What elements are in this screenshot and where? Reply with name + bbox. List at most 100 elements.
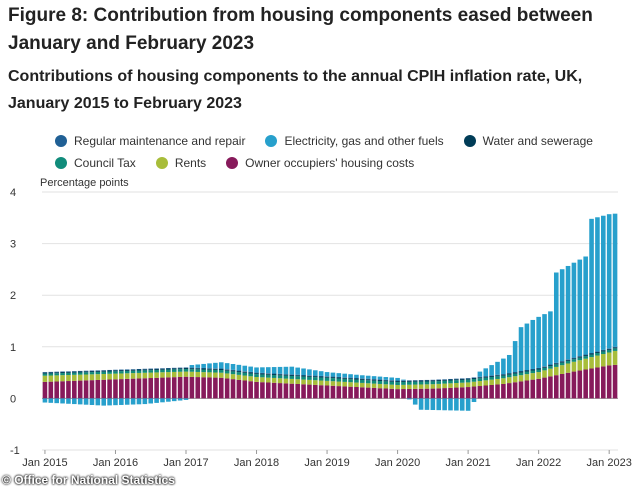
bar-segment [171,398,177,402]
bar-segment [489,384,494,399]
bar-segment [83,370,89,372]
legend-label: Rents [174,156,207,170]
bar-segment [154,369,159,373]
x-tick-label: Jan 2017 [163,457,208,469]
bar-segment [518,327,524,372]
legend-label: Regular maintenance and repair [74,134,246,148]
bar-segment [571,359,577,362]
bar-segment [207,368,212,369]
bar-segment [289,378,295,384]
bar-segment [465,398,471,411]
bar-segment [601,215,606,350]
bar-segment [166,369,171,373]
bar-segment [95,371,101,375]
bar-segment [277,366,283,374]
legend-item-electricity-gas[interactable]: Electricity, gas and other fuels [265,130,444,152]
bar-segment [207,368,212,370]
y-tick-label: 3 [10,239,16,251]
bar-segment [595,352,600,356]
x-tick-label: Jan 2018 [234,457,279,469]
y-tick-label: 2 [10,290,16,302]
bar-segment [183,367,189,369]
bar-segment [407,380,412,382]
bar-segment [583,256,588,355]
legend-item-regular-maintenance[interactable]: Regular maintenance and repair [55,130,245,152]
bar-segment [524,374,530,381]
bar-segment [506,374,512,378]
bar-segment [418,380,424,381]
bar-segment [324,377,330,381]
bar-segment [218,377,224,399]
figure-title: Figure 8: Contribution from housing comp… [8,5,593,54]
legend-item-council-tax[interactable]: Council Tax [55,152,136,174]
bar-segment [48,372,54,374]
bar-segment [448,383,453,388]
x-tick-label: Jan 2021 [445,457,490,469]
bar-segment [483,377,489,381]
bar-segment [242,372,248,376]
bar-segment [459,379,465,383]
bar-segment [377,379,383,380]
bar-segment [471,386,477,399]
bar-segment [236,372,242,375]
bar-segment [412,380,418,382]
bar-segment [201,363,206,368]
bar-segment [101,370,106,371]
bar-segment [489,365,494,376]
bar-segment [577,259,583,357]
bar-segment [218,370,224,373]
bar-segment [548,364,553,366]
bar-segment [271,375,277,378]
bar-segment [442,380,447,384]
bar-segment [342,381,347,387]
bar-segment [166,368,171,370]
bar-segment [154,368,159,370]
bar-segment [401,384,406,390]
legend-item-rents[interactable]: Rents [155,152,207,174]
bar-segment [271,367,277,374]
bar-segment [60,381,65,399]
bar-segment [383,379,389,381]
bar-segment [536,369,541,373]
bar-segment [489,375,494,376]
bar-segment [260,373,265,375]
bar-segment [377,379,383,381]
bar-segment [371,379,377,380]
bar-segment [501,374,506,375]
bar-segment [89,371,95,373]
bar-segment [512,372,518,373]
bar-segment [324,376,330,377]
bar-segment [424,388,430,399]
bar-segment [495,384,500,399]
bar-segment [360,387,365,399]
bar-segment [113,379,118,399]
bar-segment [395,389,400,399]
bar-segment [42,373,48,376]
bar-segment [107,370,112,372]
bar-segment [483,368,489,377]
bar-segment [412,381,418,385]
bar-segment [265,382,271,399]
legend-item-owner-occupiers[interactable]: Owner occupiers' housing costs [226,152,414,174]
legend-item-water-sewerage[interactable]: Water and sewerage [463,130,593,152]
bar-segment [418,380,424,382]
bar-segment [430,379,436,381]
bar-segment [471,377,477,379]
bar-segment [42,398,48,403]
bar-segment [301,375,306,376]
bar-segment [236,371,242,373]
bar-segment [295,376,300,380]
bar-segment [154,372,159,378]
bar-segment [248,381,253,399]
bar-segment [395,384,400,390]
bar-segment [271,377,277,383]
bar-segment [530,369,536,371]
y-tick-label: 0 [10,393,16,405]
bar-segment [313,375,318,377]
bar-segment [60,373,65,376]
bar-segment [183,376,189,399]
bar-segment [595,351,600,353]
bar-segment [136,370,142,373]
bar-segment [318,377,324,381]
bar-segment [60,398,65,404]
